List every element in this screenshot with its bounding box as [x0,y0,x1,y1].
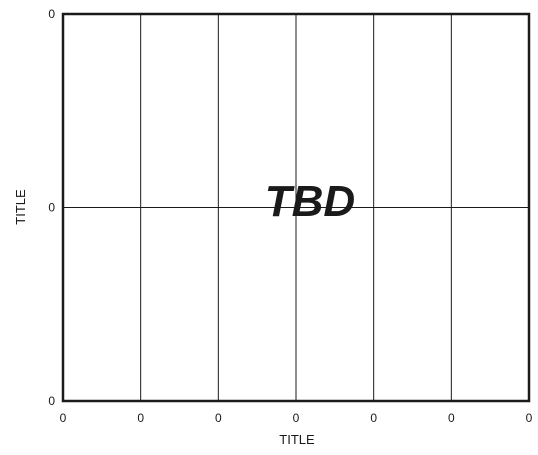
y-axis-label: TITLE [13,189,28,225]
y-tick-label: 0 [48,394,55,408]
x-tick-label: 0 [60,411,67,425]
chart-annotation: TBD [265,177,355,226]
x-tick-label: 0 [215,411,222,425]
x-tick-labels: 0 0 0 0 0 0 0 [60,411,533,425]
x-tick-label: 0 [137,411,144,425]
x-tick-label: 0 [370,411,377,425]
x-axis-label: TITLE [279,432,315,447]
x-tick-label: 0 [293,411,300,425]
grid-lines [63,14,529,401]
x-tick-label: 0 [526,411,533,425]
x-tick-label: 0 [448,411,455,425]
plot-frame [61,12,531,403]
y-tick-labels: 0 0 0 [48,7,55,408]
y-tick-label: 0 [48,201,55,215]
y-tick-label: 0 [48,7,55,21]
